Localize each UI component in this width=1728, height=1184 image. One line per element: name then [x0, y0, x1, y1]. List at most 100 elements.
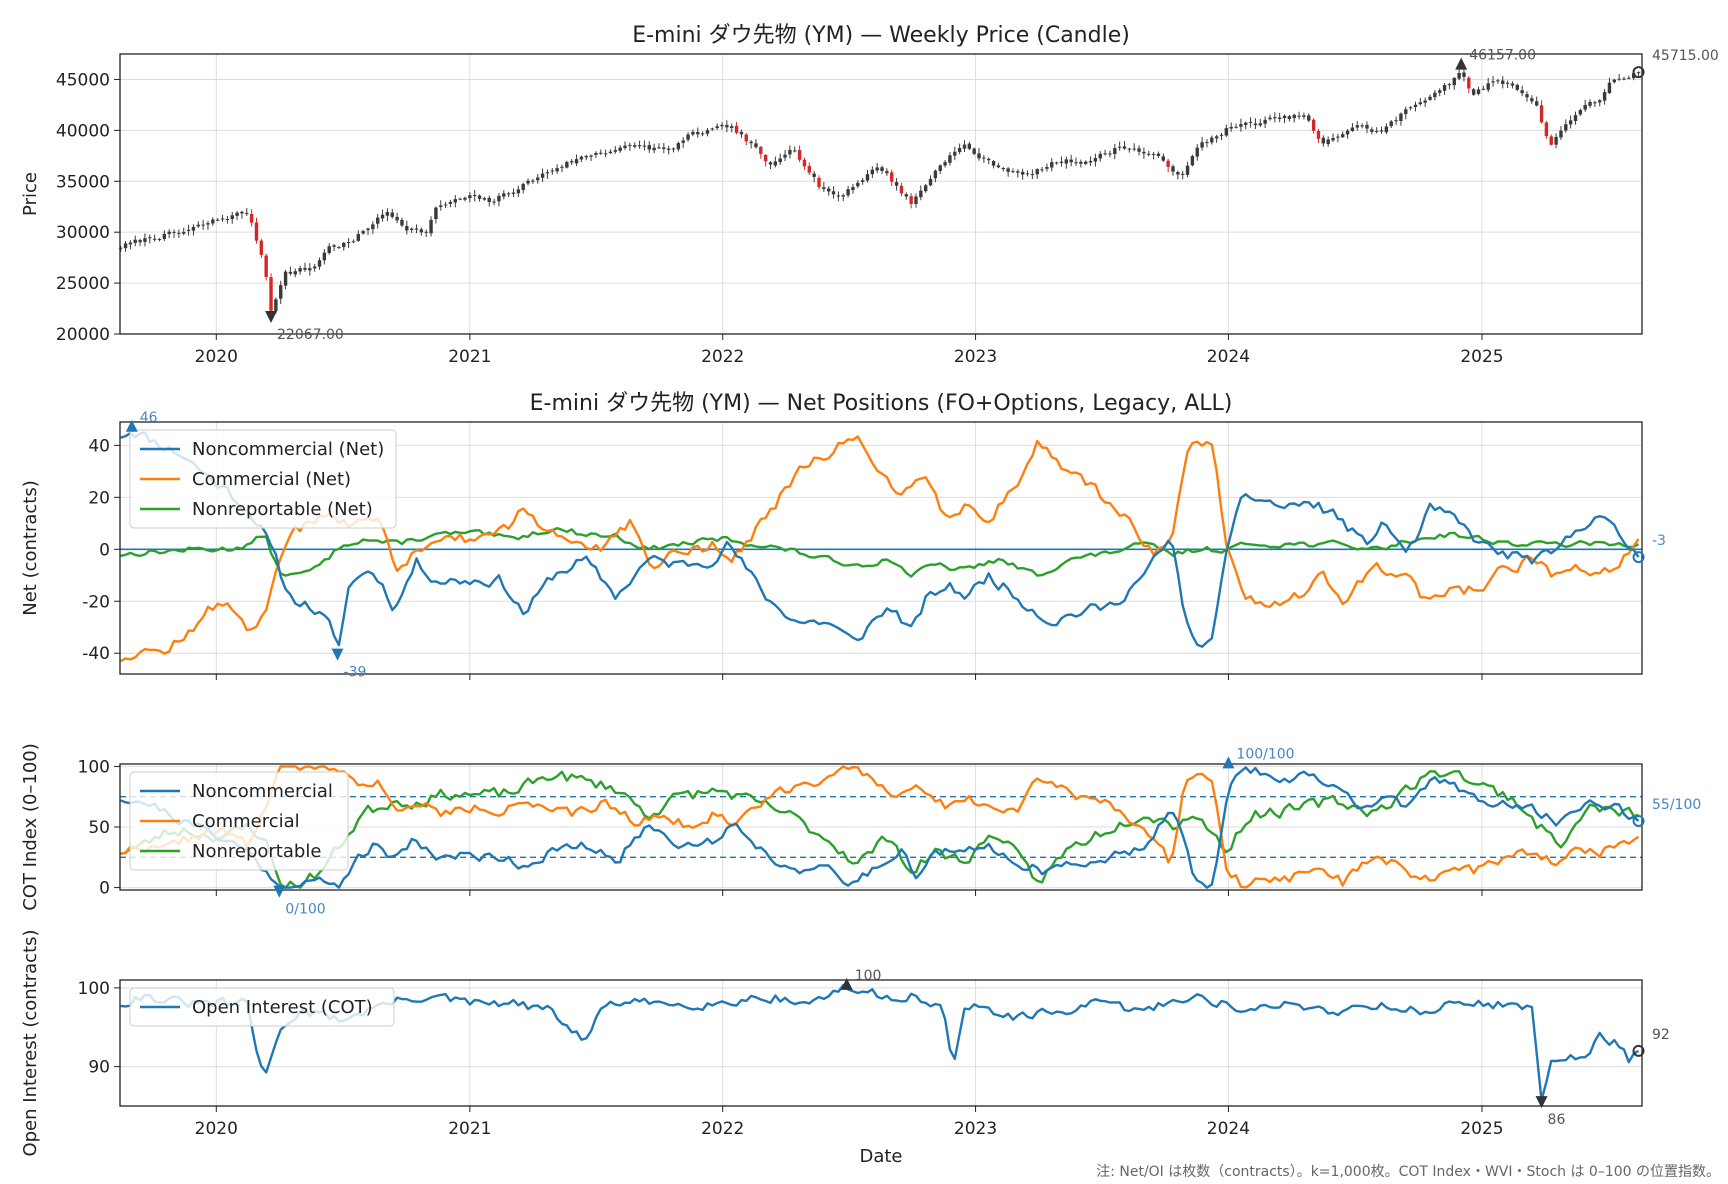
candle-body — [1627, 77, 1631, 79]
candle-body — [715, 126, 719, 129]
candle-body — [274, 299, 278, 311]
y-tick-label: 45000 — [56, 70, 110, 90]
candle-body — [220, 218, 225, 220]
candle-body — [885, 171, 889, 174]
series-line-commercial — [120, 765, 1640, 889]
y-tick-label: 100 — [78, 979, 110, 999]
candle-body — [899, 185, 904, 194]
candle-body — [511, 192, 516, 194]
candle-body — [589, 155, 593, 157]
candle-body — [1248, 121, 1253, 123]
candle-body — [1520, 90, 1524, 94]
candle-body — [1370, 129, 1374, 132]
candle-body — [1583, 104, 1587, 110]
candle-body — [720, 124, 724, 127]
candle-body — [201, 224, 205, 226]
legend-label: Nonreportable — [192, 841, 321, 862]
candle-body — [152, 238, 157, 240]
candle-body — [356, 234, 361, 241]
candle-body — [143, 238, 147, 242]
legend: Open Interest (COT) — [129, 987, 395, 1027]
candle-body — [875, 167, 879, 171]
candle-body — [1471, 89, 1476, 95]
y-tick-label: 30000 — [56, 223, 110, 243]
candle-body — [613, 150, 618, 152]
candle-body — [1510, 83, 1515, 86]
candle-body — [283, 271, 288, 286]
x-tick-label: 2020 — [195, 1119, 238, 1139]
candle-body — [919, 190, 923, 198]
candle-body — [351, 241, 356, 243]
candle-body — [206, 223, 210, 225]
candle-body — [1394, 120, 1398, 122]
candle-body — [1462, 72, 1466, 77]
candle-body — [763, 154, 768, 162]
candle-body — [700, 133, 705, 135]
candle-body — [182, 231, 186, 234]
x-tick-label: 2022 — [701, 1119, 744, 1139]
candle-body — [405, 226, 409, 231]
last-marker — [1632, 1044, 1645, 1057]
y-axis-label: Net (contracts) — [20, 480, 41, 616]
y-tick-label: 40000 — [56, 121, 110, 141]
candle-body — [439, 205, 443, 208]
x-tick-label: 2025 — [1460, 347, 1503, 367]
candle-body — [1035, 169, 1039, 175]
max-annotation: 100/100 — [1236, 746, 1294, 762]
candle-body — [1277, 117, 1282, 120]
candle-body — [1030, 174, 1035, 176]
candle-body — [419, 229, 424, 233]
candle-body — [894, 182, 899, 186]
footnote: 注: Net/OI は枚数（contracts）。k=1,000枚。COT In… — [1096, 1164, 1720, 1180]
candle-body — [230, 215, 234, 220]
candle-body — [1491, 81, 1495, 83]
candle-body — [497, 195, 501, 202]
candle-body — [705, 130, 710, 134]
candle-body — [1515, 84, 1520, 90]
candle-body — [1350, 127, 1355, 131]
min-marker — [265, 310, 278, 323]
candle-body — [453, 199, 457, 203]
panel-3: 0 50 100 COT Index (0–100) Noncommercial Comm… — [20, 743, 1701, 917]
candle-body — [1408, 107, 1413, 109]
candle-body — [1195, 147, 1199, 157]
candle-body — [1258, 123, 1262, 126]
candle-body — [1467, 77, 1471, 89]
y-tick-label: 50 — [88, 818, 110, 838]
series-line-nonreportable — [120, 527, 1640, 578]
legend: Noncommercial Commercial Nonreportable — [129, 771, 349, 871]
candle-body — [376, 217, 380, 224]
candle-body — [836, 195, 841, 197]
candle-body — [254, 222, 259, 241]
candle-body — [1404, 109, 1408, 115]
candle-body — [177, 232, 181, 234]
candle-body — [1564, 124, 1568, 131]
candle-body — [938, 165, 942, 171]
candle-body — [768, 162, 773, 165]
candle-body — [1341, 134, 1345, 138]
candle-body — [1190, 156, 1195, 166]
candle-body — [671, 148, 676, 150]
candle-body — [225, 219, 230, 221]
max-annotation: 100 — [855, 968, 882, 984]
candle-body — [1573, 115, 1578, 122]
candle-body — [841, 195, 845, 197]
candle-body — [1045, 167, 1049, 169]
x-tick-label: 2020 — [195, 347, 238, 367]
candle-body — [1535, 101, 1539, 106]
candle-body — [1059, 161, 1064, 163]
candle-body — [1486, 83, 1490, 90]
candle-body — [1457, 73, 1461, 79]
candle-body — [162, 233, 167, 240]
last-marker — [1632, 66, 1645, 79]
candle-body — [1137, 148, 1141, 152]
candle-body — [1020, 171, 1025, 175]
candle-body — [1336, 136, 1340, 138]
x-tick-label: 2021 — [448, 347, 491, 367]
candle-body — [851, 186, 855, 191]
legend-box — [129, 429, 397, 529]
candle-body — [647, 145, 651, 150]
candle-body — [1428, 96, 1432, 100]
